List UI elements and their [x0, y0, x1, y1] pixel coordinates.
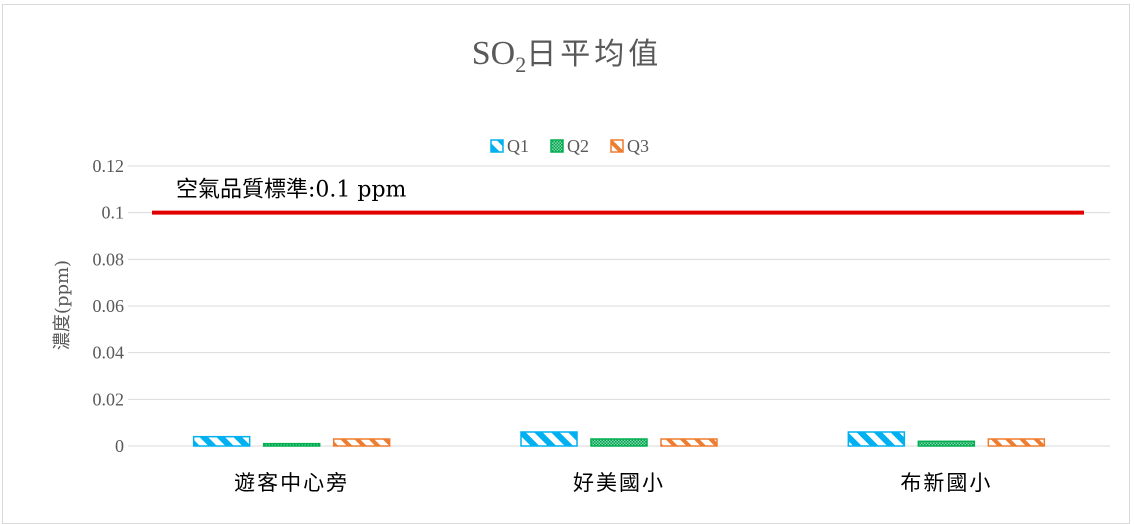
- y-tick-labels: 0 0.02 0.04 0.06 0.08 0.1 0.12: [93, 156, 125, 456]
- legend-label-q3: Q3: [627, 136, 649, 156]
- bar-q1-3: [847, 431, 906, 447]
- y-tick-label: 0.1: [102, 203, 125, 223]
- y-tick-label: 0.08: [93, 249, 125, 269]
- bar-q3-3: [987, 438, 1046, 447]
- legend: Q1 Q2 Q3: [490, 136, 649, 156]
- y-tick-label: 0.02: [93, 389, 125, 409]
- category-label: 好美國小: [573, 471, 665, 495]
- bar-q2-3: [917, 440, 976, 447]
- category-labels: 遊客中心旁 好美國小 布新國小: [234, 471, 992, 495]
- bars: [192, 431, 1046, 447]
- y-axis-title: 濃度(ppm): [52, 260, 73, 350]
- legend-swatch-q1: [490, 139, 504, 153]
- gridlines: [128, 165, 1110, 447]
- legend-swatch-q3: [610, 139, 624, 153]
- legend-label-q2: Q2: [567, 136, 589, 156]
- legend-swatch-q2: [550, 139, 564, 153]
- air-quality-standard-label: 空氣品質標準:0.1 ppm: [176, 178, 407, 203]
- y-tick-label: 0.06: [93, 296, 125, 316]
- y-tick-label: 0: [115, 436, 124, 456]
- bar-q2-2: [590, 438, 648, 447]
- y-tick-label: 0.12: [93, 156, 125, 176]
- bar-q3-1: [332, 438, 391, 447]
- bar-q2-1: [262, 442, 321, 447]
- chart: SO2日平均值 Q1 Q2 Q3 00.020.040.060.080.10.12 …: [52, 35, 1110, 495]
- legend-label-q1: Q1: [507, 136, 529, 156]
- category-label: 布新國小: [900, 471, 992, 495]
- chart-title: SO2日平均值: [472, 35, 662, 77]
- y-tick-label: 0.04: [93, 343, 125, 363]
- category-label: 遊客中心旁: [234, 471, 349, 495]
- bar-q1-2: [520, 431, 578, 447]
- bar-q1-1: [192, 435, 251, 447]
- bar-q3-2: [660, 438, 718, 447]
